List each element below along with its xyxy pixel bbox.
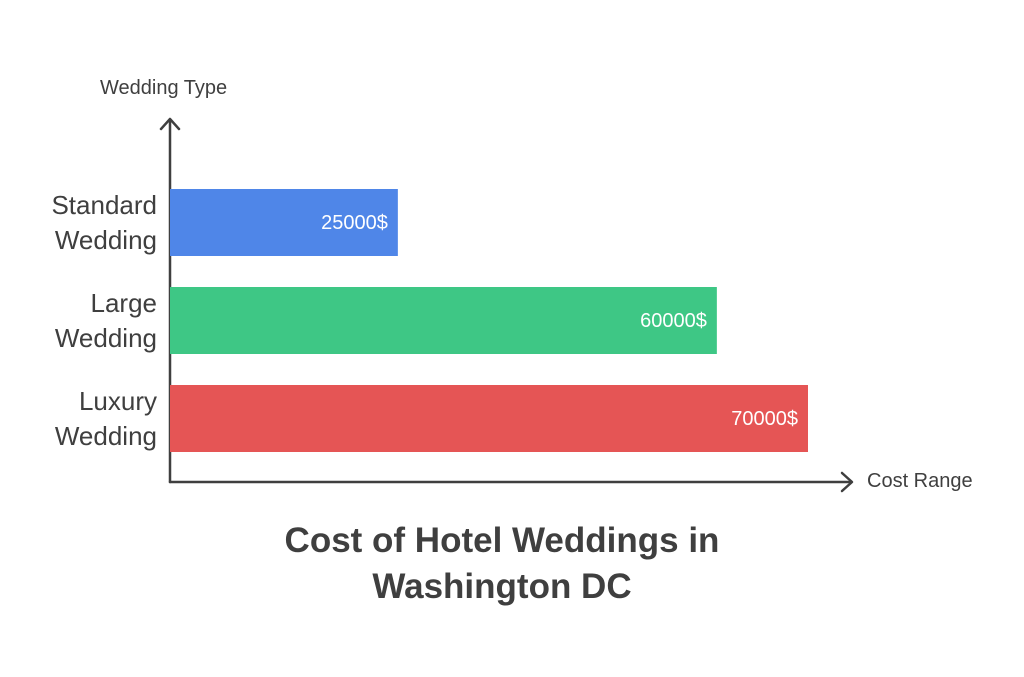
bar [170,287,717,354]
y-tick-label: Luxury Wedding [54,385,157,451]
y-axis-label: Wedding Type [100,77,228,99]
bar [170,385,808,452]
y-tick-label: Standard Wedding [51,189,157,255]
y-axis-arrow [159,117,181,131]
x-axis-label: Cost Range [867,470,973,492]
y-tick-label: Large Wedding [54,287,157,353]
value-label: 70000$ [731,408,798,430]
x-axis-arrow [840,471,854,493]
bar [170,189,398,256]
value-label: 25000$ [321,212,388,234]
value-label: 60000$ [640,310,707,332]
chart-title: Cost of Hotel Weddings in Washington DC [284,521,720,606]
